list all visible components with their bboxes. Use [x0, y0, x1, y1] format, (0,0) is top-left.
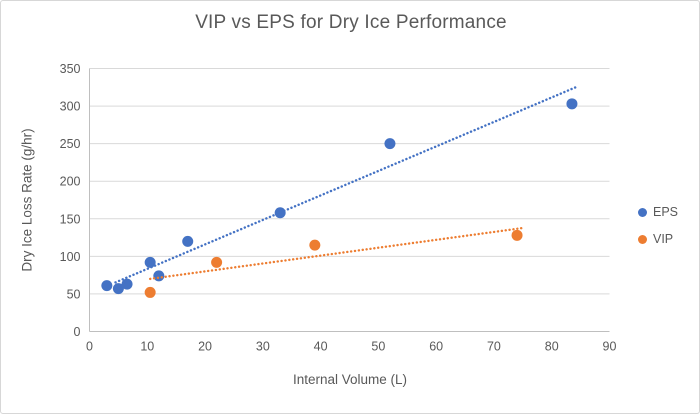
eps-data-point [274, 207, 286, 219]
vip-data-point [144, 286, 156, 298]
y-axis-title: Dry Ice Loss Rate (g/hr) [19, 128, 35, 272]
x-tick-label: 40 [314, 340, 328, 354]
eps-data-point [153, 270, 165, 282]
x-tick-label: 60 [429, 340, 443, 354]
eps-data-point [384, 138, 396, 150]
y-tick-label: 300 [60, 100, 81, 114]
eps-data-point [182, 235, 194, 247]
y-tick-label: 0 [74, 325, 81, 339]
y-tick-label: 100 [60, 250, 81, 264]
x-tick-label: 0 [86, 340, 93, 354]
legend-label: VIP [653, 232, 674, 246]
legend-marker-icon [638, 234, 647, 244]
eps-data-point [101, 280, 113, 292]
vip-data-point [211, 256, 223, 268]
eps-data-point [566, 98, 578, 110]
x-tick-label: 50 [371, 340, 385, 354]
y-tick-label: 50 [67, 287, 81, 301]
x-tick-label: 10 [140, 340, 154, 354]
chart-title: VIP vs EPS for Dry Ice Performance [195, 12, 507, 33]
x-tick-label: 90 [603, 340, 617, 354]
eps-data-point [144, 256, 156, 268]
eps-data-point [121, 278, 133, 290]
y-tick-label: 250 [60, 137, 81, 151]
x-tick-label: 30 [256, 340, 270, 354]
y-tick-label: 150 [60, 212, 81, 226]
legend: EPS VIP [638, 205, 678, 246]
y-tick-label: 200 [60, 175, 81, 189]
x-tick-label: 80 [545, 340, 559, 354]
legend-label: EPS [653, 205, 679, 219]
x-tick-label: 20 [198, 340, 212, 354]
vip-data-point [309, 239, 321, 251]
legend-marker-icon [638, 207, 647, 217]
x-axis-title: Internal Volume (L) [292, 372, 408, 387]
vip-trendline [148, 226, 525, 281]
vip-data-point [511, 229, 523, 241]
legend-item-eps: EPS [638, 205, 678, 219]
legend-item-vip: VIP [638, 232, 678, 246]
eps-data-point [112, 283, 124, 295]
y-tick-label: 350 [60, 62, 81, 76]
eps-trendline [114, 85, 579, 284]
x-tick-label: 70 [487, 340, 501, 354]
